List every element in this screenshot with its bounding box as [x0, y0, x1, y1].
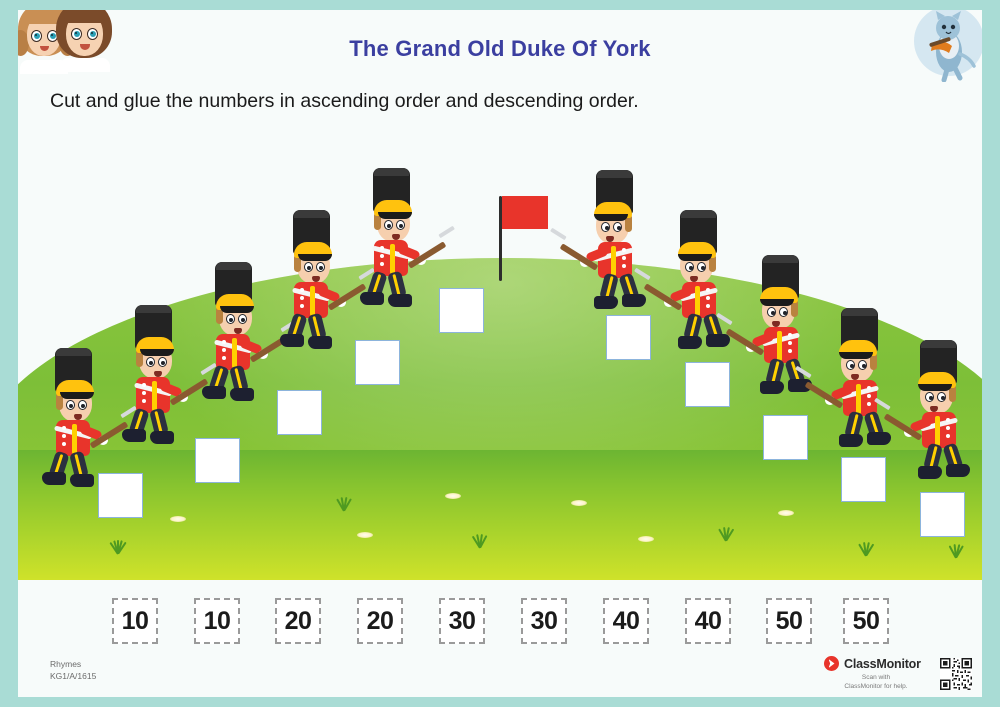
number-tile[interactable]: 10: [194, 598, 240, 644]
classmonitor-name: ClassMonitor: [844, 656, 921, 671]
tagline-line-2: ClassMonitor for help.: [844, 683, 908, 691]
answer-box-ascending-1[interactable]: [98, 473, 143, 518]
classmonitor-branding: ClassMonitor Scan with ClassMonitor for …: [824, 656, 954, 690]
number-tile[interactable]: 10: [112, 598, 158, 644]
soldier-ascending-2: [112, 305, 217, 455]
footer-code: KG1/A/1615: [50, 671, 97, 682]
answer-box-descending-5[interactable]: [920, 492, 965, 537]
footer-reference: Rhymes KG1/A/1615: [50, 658, 96, 683]
grass-tuft: [332, 495, 358, 512]
number-tile[interactable]: 20: [357, 598, 403, 644]
answer-box-ascending-2[interactable]: [195, 438, 240, 483]
flower: [445, 493, 461, 499]
grass-tuft: [106, 538, 132, 555]
soldier-descending-3: [716, 255, 822, 405]
grass-tuft: [854, 540, 880, 557]
number-tile[interactable]: 50: [766, 598, 812, 644]
soldier-ascending-1: [32, 348, 137, 498]
flower: [170, 516, 186, 522]
cat-fiddle-mascot: [902, 10, 982, 82]
answer-box-descending-4[interactable]: [841, 457, 886, 502]
soldier-descending-4: [795, 308, 901, 458]
scene: [18, 140, 982, 580]
footer-category: Rhymes: [50, 659, 82, 669]
soldier-descending-1: [550, 170, 656, 320]
flower: [357, 532, 373, 538]
grass-tuft: [714, 525, 740, 542]
grass-foreground: [18, 450, 982, 580]
answer-box-descending-1[interactable]: [606, 315, 651, 360]
soldier-ascending-5: [350, 168, 455, 318]
flower: [638, 536, 654, 542]
qr-code-icon[interactable]: [940, 658, 972, 690]
number-tile[interactable]: 50: [843, 598, 889, 644]
number-tile[interactable]: 40: [603, 598, 649, 644]
number-tile[interactable]: 30: [521, 598, 567, 644]
classmonitor-logo-icon: [824, 656, 839, 671]
flag-pole: [499, 196, 502, 281]
worksheet-page: The Grand Old Duke Of York Cut and glue …: [18, 10, 982, 697]
number-tile[interactable]: 40: [685, 598, 731, 644]
flag-icon: [502, 196, 548, 229]
answer-box-descending-2[interactable]: [685, 362, 730, 407]
classmonitor-tagline: Scan with ClassMonitor for help.: [824, 673, 928, 692]
grass-tuft: [468, 532, 494, 549]
answer-box-ascending-4[interactable]: [355, 340, 400, 385]
grass-tuft: [944, 542, 970, 559]
soldier-ascending-4: [270, 210, 375, 360]
number-tile[interactable]: 20: [275, 598, 321, 644]
number-tiles-row: 10 10 20 20 30 30 40 40 50 50: [18, 598, 982, 656]
answer-box-ascending-3[interactable]: [277, 390, 322, 435]
soldier-descending-5: [874, 340, 980, 490]
instruction-text: Cut and glue the numbers in ascending or…: [50, 90, 639, 112]
soldier-ascending-3: [192, 262, 297, 412]
number-tile[interactable]: 30: [439, 598, 485, 644]
flower: [778, 510, 794, 516]
soldier-descending-2: [634, 210, 740, 360]
kids-illustration: [18, 10, 116, 74]
answer-box-ascending-5[interactable]: [439, 288, 484, 333]
page-title: The Grand Old Duke Of York: [349, 36, 651, 61]
tagline-line-1: Scan with: [861, 674, 891, 681]
answer-box-descending-3[interactable]: [763, 415, 808, 460]
kid-face-right: [56, 10, 112, 72]
flower: [571, 500, 587, 506]
